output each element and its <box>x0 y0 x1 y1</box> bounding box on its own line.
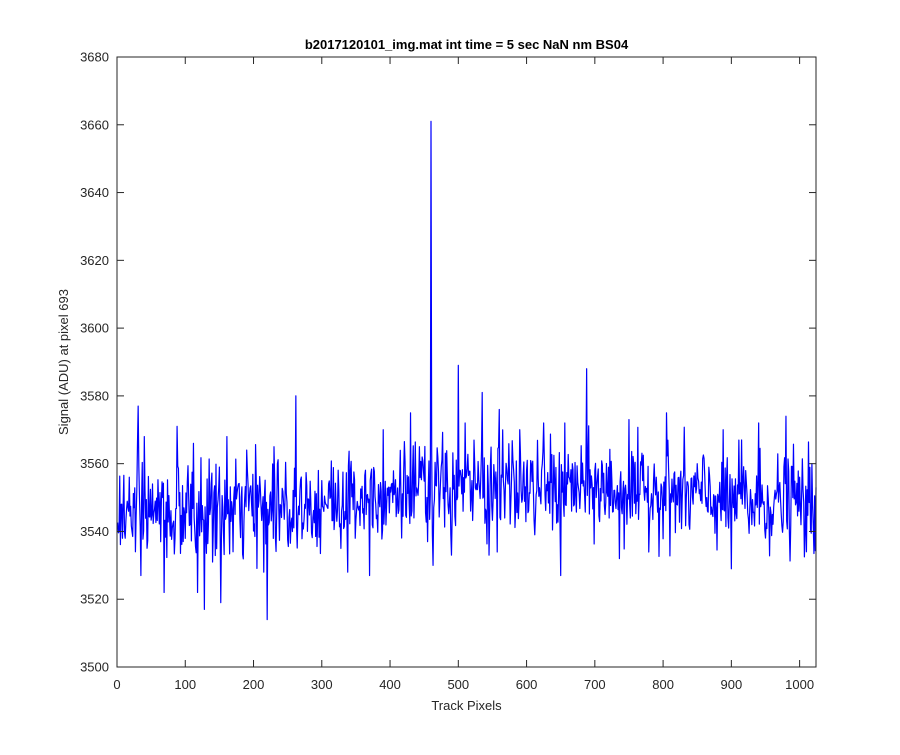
y-tick-label: 3540 <box>80 524 109 539</box>
y-tick-label: 3660 <box>80 117 109 132</box>
y-tick-label: 3680 <box>80 50 109 65</box>
x-tick-label: 200 <box>243 677 265 692</box>
x-tick-label: 100 <box>174 677 196 692</box>
axes-box <box>116 56 817 668</box>
y-axis-label: Signal (ADU) at pixel 693 <box>56 289 71 435</box>
y-tick-label: 3600 <box>80 321 109 336</box>
y-tick-label: 3500 <box>80 660 109 675</box>
x-tick-label: 700 <box>584 677 606 692</box>
tick-layer: 0 100 200 300 400 500 600 700 800 900 1000 3500 3520… <box>80 50 816 692</box>
x-axis-label: Track Pixels <box>431 698 502 713</box>
x-tick-label: 900 <box>721 677 743 692</box>
x-tick-label: 500 <box>447 677 469 692</box>
y-tick-label: 3520 <box>80 592 109 607</box>
x-tick-label: 600 <box>516 677 538 692</box>
x-tick-label: 0 <box>113 677 120 692</box>
x-tick-label: 800 <box>652 677 674 692</box>
chart-title: b2017120101_img.mat int time = 5 sec NaN… <box>305 37 629 52</box>
series-line-signal <box>117 120 817 621</box>
x-tick-label: 1000 <box>785 677 814 692</box>
x-tick-label: 400 <box>379 677 401 692</box>
y-tick-label: 3620 <box>80 253 109 268</box>
y-tick-label: 3560 <box>80 456 109 471</box>
y-tick-label: 3640 <box>80 185 109 200</box>
series-layer <box>117 120 817 621</box>
plot-area-background <box>117 57 816 667</box>
y-tick-label: 3580 <box>80 388 109 403</box>
x-tick-label: 300 <box>311 677 333 692</box>
